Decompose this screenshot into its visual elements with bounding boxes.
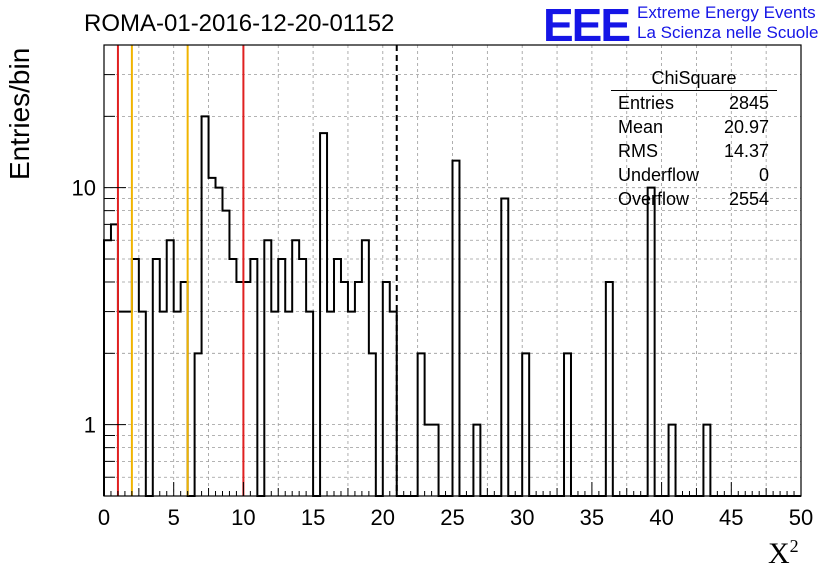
stats-row-mean: Mean 20.97 [611,115,777,139]
x-axis-label-superscript: 2 [789,536,799,556]
histogram-bin [425,425,432,496]
logo-caption-line2: La Scienza nelle Scuole [637,23,819,42]
x-tick-label: 30 [510,505,534,530]
histogram-bin [306,312,313,496]
stats-row-rms: RMS 14.37 [611,139,777,163]
x-tick-label: 50 [789,505,813,530]
x-tick-label: 5 [168,505,180,530]
histogram-bin [606,282,613,496]
histogram-bin [243,282,250,496]
stats-value: 2845 [728,93,769,113]
histogram-bin [320,133,327,496]
x-axis-label: X2 [768,536,799,571]
histogram-bin [453,161,460,496]
x-tick-label: 25 [440,505,464,530]
histogram-bin [432,425,439,496]
x-tick-label: 0 [98,505,110,530]
histogram-bin [104,240,111,496]
histogram-bin [648,188,655,496]
stats-key: Underflow [618,165,700,185]
logo-caption-line1: Extreme Energy Events [637,3,816,22]
histogram-bin [195,353,202,496]
stats-value: 20.97 [723,117,769,137]
histogram-bin [348,312,355,496]
histogram-bin [383,282,390,496]
histogram-bin [669,425,676,496]
histogram-series [103,115,801,497]
eee-logo: EEE [543,0,631,51]
histogram-bin [355,282,362,496]
histogram-bin [202,116,209,496]
histogram-bin [264,240,271,496]
histogram-bin [118,312,125,496]
y-tick-label: 1 [84,413,96,438]
histogram-bin [362,240,369,496]
histogram-bin [278,259,285,496]
histogram-bin [271,312,278,496]
x-tick-label: 10 [231,505,255,530]
histogram-bin [327,312,334,496]
histogram-bin [229,259,236,496]
histogram-bin [216,188,223,496]
stats-key: Overflow [618,189,690,209]
histogram-bin [299,259,306,496]
y-axis: 1 10 [72,44,126,497]
histogram-bin [522,353,529,496]
stats-row-entries: Entries 2845 [611,91,777,115]
histogram-bin [132,259,139,496]
y-axis-label: Entries/bin [4,47,35,180]
stats-value: 2554 [728,189,769,209]
x-axis-label-base: X [768,537,790,570]
stats-row-overflow: Overflow 2554 [611,187,777,211]
histogram-bin [703,425,710,496]
histogram-bin [209,178,216,496]
histogram-bin [174,312,181,496]
histogram-bin [292,240,299,496]
y-tick-label: 10 [72,176,96,201]
histogram-bin [418,353,425,496]
stats-value: 14.37 [723,141,769,161]
stats-key: Entries [618,93,675,113]
x-tick-label: 15 [301,505,325,530]
histogram-bin [501,199,508,496]
histogram-bin [390,312,397,496]
stats-value: 0 [758,165,769,185]
histogram-bin [369,353,376,496]
stats-key: Mean [618,117,664,137]
histogram-bin [125,312,132,496]
histogram-outline [103,115,801,497]
stats-key: RMS [618,141,658,161]
stats-title: ChiSquare [611,66,777,91]
run-title: ROMA-01-2016-12-20-01152 [84,10,395,37]
x-tick-label: 35 [580,505,604,530]
histogram-bin [153,259,160,496]
x-tick-label: 40 [649,505,673,530]
x-tick-label: 20 [371,505,395,530]
histogram-bin [181,282,188,496]
histogram-bin [222,211,229,496]
x-axis: 0 5 10 15 20 25 30 35 40 45 50 [98,482,813,530]
histogram-bin [341,282,348,496]
stats-box: ChiSquare Entries 2845 Mean 20.97 RMS 14.37… [611,66,777,211]
histogram-bin [334,259,341,496]
histogram-bin [139,312,146,496]
x-tick-label: 45 [719,505,743,530]
stats-row-underflow: Underflow 0 [611,163,777,187]
histogram-bin [250,259,257,496]
histogram-bin [111,224,118,496]
histogram-bin [236,282,243,496]
histogram-bin [285,312,292,496]
histogram-bin [167,240,174,496]
histogram-bin [564,353,571,496]
histogram-bin [160,312,167,496]
marker-lines [116,45,398,496]
histogram-bin [473,425,480,496]
